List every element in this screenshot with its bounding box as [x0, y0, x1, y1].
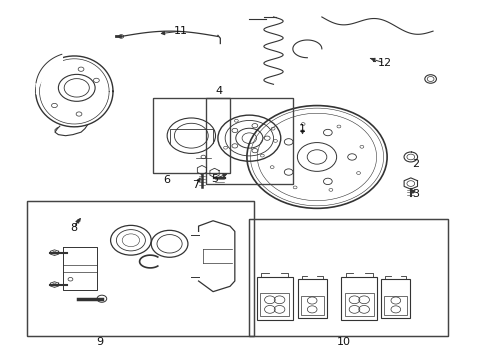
Text: 10: 10	[336, 337, 350, 347]
Bar	[249, 219, 447, 336]
Bar	[249, 219, 447, 336]
Bar	[27, 201, 254, 336]
Text: 3: 3	[412, 189, 419, 199]
Text: 5: 5	[211, 174, 218, 184]
Bar	[297, 279, 326, 318]
Text: 2: 2	[412, 159, 419, 169]
Bar	[300, 296, 323, 315]
Bar	[205, 99, 292, 184]
Text: 11: 11	[173, 26, 187, 36]
Bar	[152, 99, 229, 173]
Text: 7: 7	[192, 180, 199, 190]
Text: 4: 4	[215, 86, 223, 96]
Bar	[384, 296, 407, 315]
Bar	[341, 278, 377, 320]
Text: 1: 1	[298, 123, 305, 134]
Bar	[205, 99, 292, 184]
Text: 9: 9	[96, 337, 103, 347]
Bar	[260, 293, 288, 316]
Text: 12: 12	[377, 58, 391, 68]
Bar	[152, 99, 229, 173]
Bar	[27, 201, 254, 336]
Text: 8: 8	[70, 223, 77, 233]
Text: 6: 6	[163, 175, 170, 185]
Bar	[381, 279, 409, 318]
Bar	[345, 293, 373, 316]
Bar	[256, 278, 292, 320]
